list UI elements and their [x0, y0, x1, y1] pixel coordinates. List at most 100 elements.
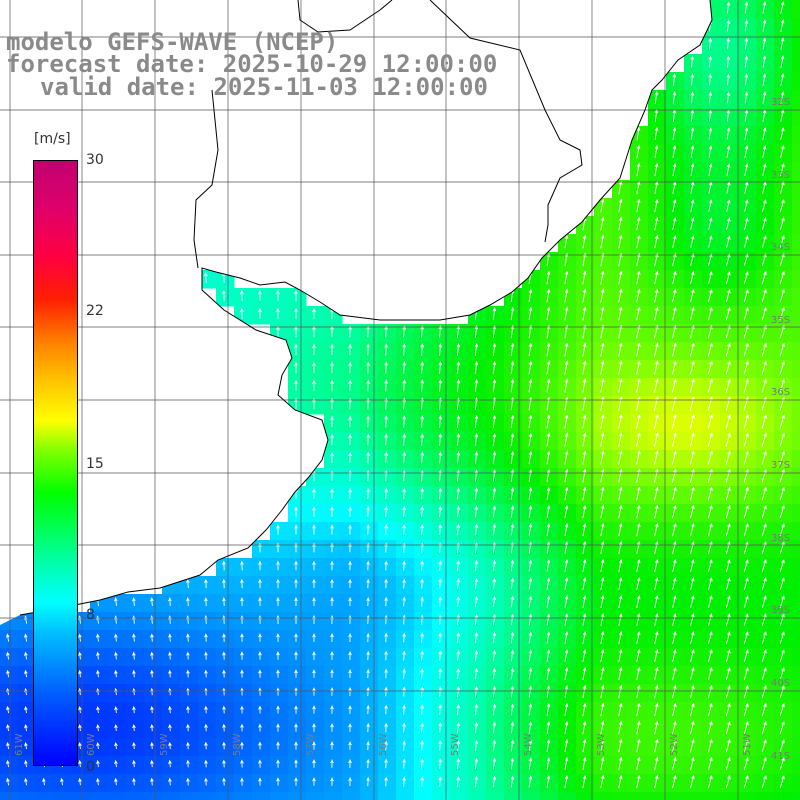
wind-arrow — [384, 632, 388, 643]
wind-arrow — [474, 595, 479, 608]
wind-arrow — [618, 666, 623, 681]
wind-arrow — [384, 668, 388, 679]
border-line — [297, 0, 393, 33]
wind-arrow — [671, 360, 677, 375]
wind-arrow — [600, 630, 605, 645]
wind-arrow — [402, 487, 406, 500]
wind-arrow — [743, 775, 749, 789]
wind-arrow — [402, 596, 406, 607]
wind-arrow — [348, 723, 352, 732]
wind-arrow — [636, 252, 641, 267]
wind-arrow — [78, 633, 82, 642]
wind-arrow — [240, 596, 244, 607]
wind-arrow — [168, 741, 172, 750]
wind-arrow — [582, 649, 587, 662]
wind-arrow — [474, 757, 479, 770]
wind-arrow — [438, 614, 442, 625]
wind-arrow — [24, 633, 28, 642]
wind-arrow — [582, 702, 587, 717]
wind-arrow — [689, 360, 695, 375]
wind-arrow — [132, 741, 136, 750]
wind-arrow — [690, 199, 695, 212]
wind-arrow — [780, 91, 785, 104]
wind-arrow — [707, 289, 713, 303]
wind-arrow — [276, 289, 280, 302]
wind-arrow — [258, 687, 262, 696]
wind-arrow — [510, 505, 515, 518]
wind-arrow — [384, 325, 388, 338]
wind-arrow — [690, 73, 695, 86]
wind-arrow — [492, 469, 497, 482]
wind-arrow — [636, 720, 641, 735]
longitude-label: 54W — [523, 733, 534, 756]
wind-arrow — [294, 669, 298, 678]
wind-arrow — [690, 577, 695, 591]
wind-arrow — [690, 217, 695, 230]
wind-arrow — [204, 271, 208, 284]
wind-arrow — [456, 487, 461, 500]
wind-arrow — [528, 739, 533, 752]
wind-arrow — [258, 723, 262, 732]
wind-arrow — [258, 307, 262, 320]
wind-arrow — [492, 559, 497, 572]
wind-arrow — [654, 91, 659, 104]
wind-arrow — [384, 704, 388, 715]
wind-arrow — [492, 613, 497, 626]
wind-arrow — [456, 721, 461, 734]
wind-arrow — [707, 432, 713, 447]
wind-arrow — [492, 703, 497, 716]
wind-arrow — [654, 720, 659, 735]
wind-arrow — [330, 596, 334, 607]
wind-arrow — [492, 324, 497, 339]
wind-arrow — [312, 578, 316, 589]
wind-arrow — [600, 432, 605, 447]
wind-arrow — [240, 307, 244, 320]
wind-arrow — [438, 668, 443, 679]
wind-arrow — [186, 578, 190, 589]
wind-arrow — [618, 306, 623, 321]
wind-arrow — [761, 235, 767, 249]
wind-arrow — [384, 524, 388, 535]
wind-arrow — [743, 757, 749, 771]
wind-arrow — [671, 468, 677, 483]
wind-arrow — [330, 632, 334, 643]
wind-arrow — [384, 361, 388, 374]
wind-arrow — [168, 759, 172, 768]
wind-arrow — [528, 306, 533, 321]
wind-arrow — [636, 360, 641, 375]
wind-arrow — [654, 216, 659, 231]
wind-arrow — [474, 342, 479, 357]
wind-arrow — [492, 595, 497, 608]
wind-arrow — [618, 577, 623, 590]
wind-arrow — [294, 705, 298, 714]
wind-arrow — [726, 199, 731, 212]
wind-arrow — [636, 414, 641, 429]
wind-arrow — [564, 631, 569, 644]
wind-arrow — [276, 524, 280, 535]
wind-arrow — [618, 558, 623, 573]
wind-arrow — [725, 378, 731, 393]
wind-arrow — [779, 288, 785, 303]
wind-arrow — [24, 723, 28, 732]
wind-arrow — [294, 560, 298, 571]
wind-arrow — [384, 451, 388, 464]
wind-arrow — [312, 669, 316, 678]
wind-arrow — [582, 504, 587, 519]
wind-arrow — [420, 505, 425, 518]
wind-arrow — [689, 468, 695, 483]
wind-arrow — [725, 396, 731, 411]
wind-arrow — [492, 343, 497, 357]
wind-arrow — [510, 631, 515, 644]
wind-arrow — [114, 669, 118, 678]
wind-arrow — [672, 648, 677, 663]
wind-arrow — [618, 432, 623, 447]
wind-arrow — [564, 577, 569, 590]
wind-arrow — [510, 342, 515, 357]
wind-arrow — [96, 759, 100, 768]
wind-arrow — [780, 127, 785, 141]
wind-arrow — [150, 633, 154, 642]
wind-arrow — [420, 361, 425, 374]
wind-arrow — [672, 199, 677, 212]
wind-arrow — [240, 578, 244, 589]
wind-arrow — [474, 667, 479, 680]
